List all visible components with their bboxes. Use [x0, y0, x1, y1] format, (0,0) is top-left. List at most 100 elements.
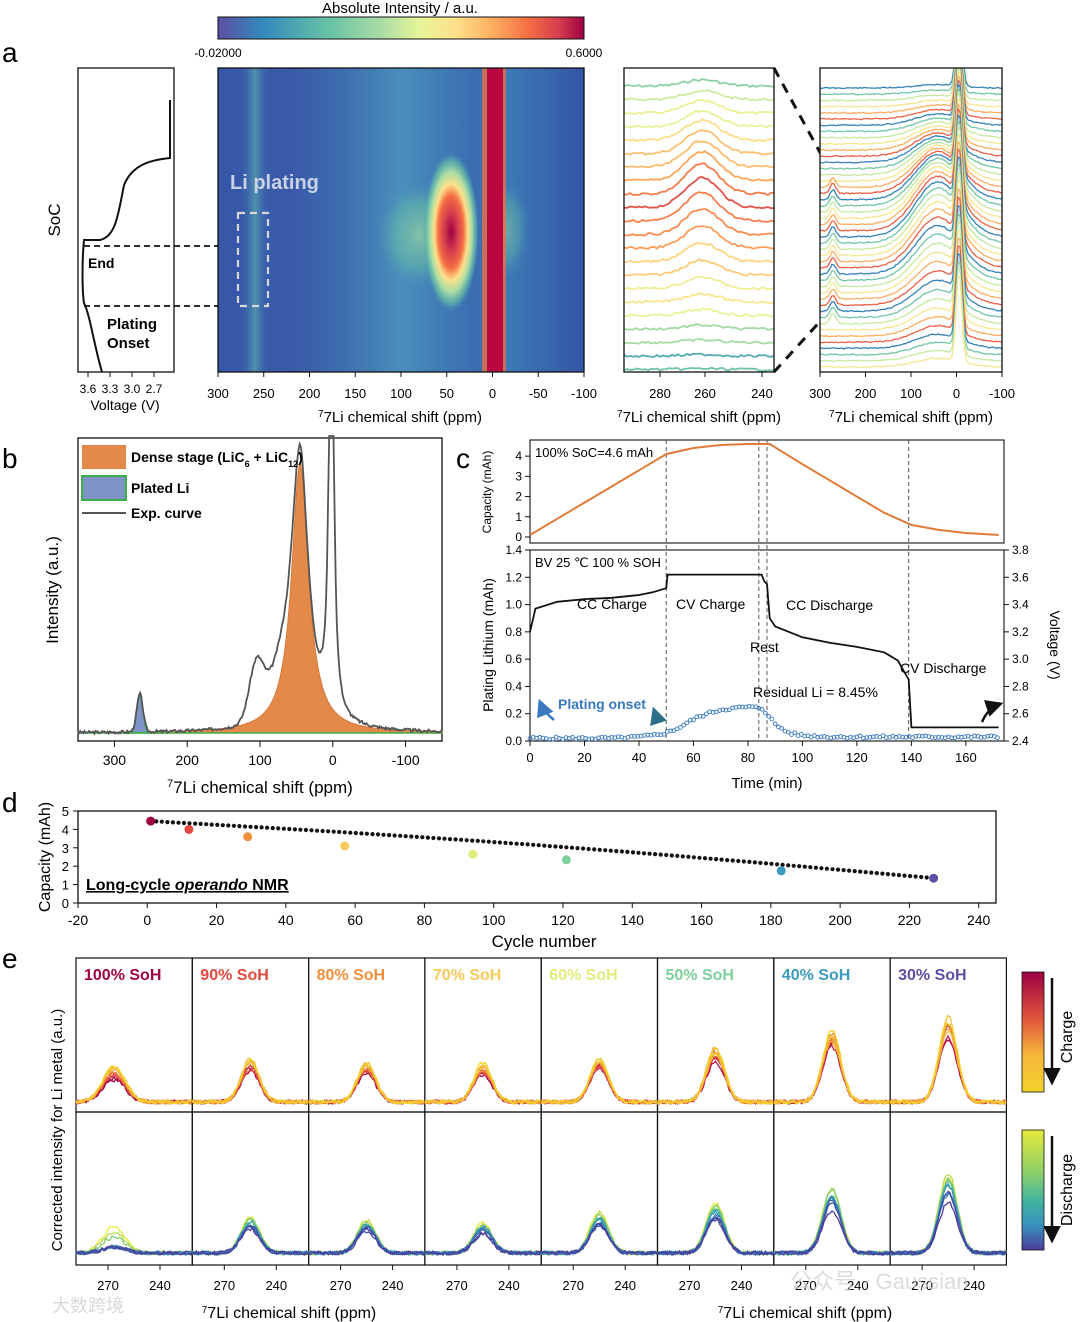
charge-trace [773, 1029, 891, 1105]
colorbar-title: Absolute Intensity / a.u. [322, 0, 478, 17]
plating-lithium-point [815, 735, 821, 740]
c-xtick-label: 80 [741, 750, 755, 765]
charge-trace [540, 1065, 658, 1105]
cycle-point [370, 832, 375, 837]
stack-trace [820, 229, 1002, 332]
panel-d-letter: d [2, 787, 18, 818]
charge-trace [541, 1066, 658, 1105]
panel-b-xlabel: 77Li chemical shift (ppm) [167, 778, 353, 797]
d-xtick-label: 240 [967, 912, 991, 928]
stack-trace [820, 187, 1002, 300]
cycle-point [575, 846, 580, 851]
zoom-tick-label: 260 [694, 386, 716, 401]
cycle-point [226, 823, 231, 828]
cycle-point [154, 819, 159, 824]
zoom-xlabel: 77Li chemical shift (ppm) [617, 409, 781, 427]
cycle-point [387, 833, 392, 838]
voltage-xlabel: Voltage (V) [90, 397, 159, 413]
annot-cv-discharge: CV Discharge [900, 660, 987, 676]
stack-ticks: 300 200 100 0 -100 [809, 372, 1015, 401]
stack-trace [820, 268, 1002, 362]
stack-traces [820, 68, 1002, 369]
plating-lithium-point [785, 729, 791, 735]
discharge-trace [657, 1204, 774, 1257]
plating-lithium-point [576, 735, 582, 741]
plating-lithium-point [883, 735, 889, 740]
stack-trace [820, 87, 1002, 207]
plating-lithium-point [900, 734, 906, 740]
stack-trace [820, 68, 1002, 121]
bottom-ytick-label: 0.6 [505, 652, 522, 666]
stack-trace [820, 68, 1002, 96]
y2tick-label: 3.8 [1012, 543, 1029, 557]
charge-colorbar [1021, 971, 1045, 1093]
voltage-tick-label: 3.0 [124, 382, 141, 396]
stack-trace [820, 204, 1002, 313]
stack-trace [820, 74, 1002, 189]
zoom-trace [624, 98, 774, 115]
plating-lithium-point [949, 735, 955, 741]
stack-tick-label: 200 [855, 386, 877, 401]
heatmap-tick-label: -100 [571, 386, 597, 401]
heatmap-tick-label: 250 [253, 386, 275, 401]
plating-lithium-point [599, 734, 605, 740]
d-xtick-label: -20 [68, 912, 88, 928]
charge-trace [657, 1051, 775, 1105]
panel-e: e 100% SoH 270 240 90% SoH 270 240 80% SoH 270 2… [2, 943, 1076, 1322]
zoom-trace [624, 176, 774, 210]
cycle-point [453, 837, 458, 842]
plating-lithium-point [916, 733, 922, 739]
zoom-trace [624, 150, 774, 183]
cycle-point [431, 835, 436, 841]
panel-d-frame [77, 810, 997, 904]
cycle-point [276, 826, 281, 831]
cycle-point [187, 821, 192, 826]
cycle-point [741, 859, 746, 864]
cycle-point [747, 859, 752, 865]
plating-lithium-point [763, 710, 768, 716]
cycle-point [769, 861, 774, 866]
cycle-point [752, 860, 758, 865]
charge-trace [75, 1065, 193, 1105]
plating-lithium-point [759, 707, 765, 712]
heatmap [218, 68, 584, 372]
d-ytick-label: 4 [62, 822, 69, 837]
cycle-point [309, 828, 314, 833]
plating-lithium-point [563, 735, 569, 740]
plating-lithium-point [687, 717, 693, 723]
plating-lithium-point [857, 733, 863, 739]
charge-trace [541, 1065, 658, 1105]
plating-lithium-point [792, 730, 798, 736]
cycle-point [237, 824, 242, 829]
cycle-point [270, 826, 275, 831]
charge-trace [308, 1061, 425, 1105]
zoom-trace [624, 118, 774, 142]
stack-trace [820, 275, 1002, 369]
cycle-point [486, 839, 491, 844]
plating-lithium-point [678, 725, 683, 730]
plating-lithium-point [802, 733, 807, 739]
cycle-point [686, 854, 691, 859]
e-xtick-label: 240 [382, 1278, 404, 1293]
zoom-trace [624, 129, 774, 156]
full-stack [820, 68, 1002, 372]
cycle-point [813, 865, 819, 870]
plating-lithium-point [831, 735, 837, 740]
panel-d-ticks: -20 0 20 40 60 80 100 120 140 160 180 200 220 2400123… [62, 804, 991, 928]
zoom-trace [624, 323, 774, 331]
colorbar-max-label: 0.6000 [566, 46, 603, 60]
cycle-point [608, 848, 613, 853]
charge-trace [773, 1037, 891, 1106]
e-xtick-label: 270 [330, 1278, 352, 1293]
plating-lithium-point [586, 736, 592, 742]
zoom-traces [624, 78, 774, 372]
d-xtick-label: 0 [143, 912, 151, 928]
y2tick-label: 2.6 [1012, 707, 1029, 721]
stack-trace [820, 237, 1002, 338]
cycle-point [708, 856, 713, 861]
cycle-point [420, 835, 425, 840]
cycle-point [791, 863, 796, 868]
stack-trace [820, 147, 1002, 269]
cycle-point [503, 840, 508, 846]
plating-lithium-point [919, 733, 925, 739]
